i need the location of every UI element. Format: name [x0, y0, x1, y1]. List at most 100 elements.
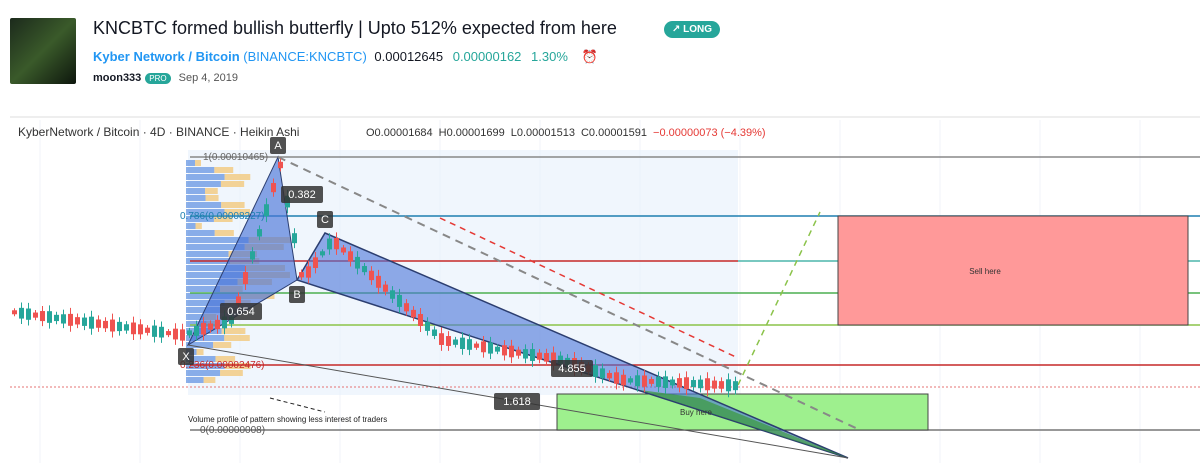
candle	[12, 310, 17, 315]
candle	[250, 251, 255, 260]
volume-bar	[186, 223, 196, 229]
candle	[376, 275, 381, 288]
volume-bar	[186, 377, 204, 383]
candle	[229, 316, 234, 324]
candle	[320, 251, 325, 256]
candle	[474, 343, 479, 348]
candle	[369, 270, 374, 281]
volume-bar	[224, 209, 251, 215]
change-percent: 1.30%	[531, 49, 568, 64]
idea-thumbnail[interactable]	[10, 18, 76, 84]
volume-bar	[186, 202, 222, 208]
candle	[264, 204, 269, 217]
volume-bar	[186, 279, 238, 285]
volume-bar	[205, 195, 219, 201]
candle	[68, 313, 73, 326]
volume-bar	[215, 356, 236, 362]
sell-label: Sell here	[969, 267, 1001, 276]
candle	[404, 303, 409, 312]
candle	[215, 319, 220, 330]
pattern-label: C	[321, 214, 329, 226]
author-row: moon333 PRO Sep 4, 2019	[93, 72, 238, 84]
ohlc-value: O0.00001684	[366, 127, 433, 139]
candle	[558, 355, 563, 364]
alert-icon[interactable]: ⏰	[581, 49, 598, 64]
candle	[89, 316, 94, 329]
volume-bar	[221, 328, 246, 334]
candle	[635, 375, 640, 387]
volume-bar	[186, 244, 245, 250]
candle	[131, 322, 136, 335]
candle	[614, 372, 619, 384]
volume-bar	[203, 377, 216, 383]
candle	[425, 321, 430, 331]
volume-bar	[213, 216, 233, 222]
volume-note: Volume profile of pattern showing less i…	[188, 415, 387, 424]
candle	[166, 331, 171, 336]
volume-bar	[220, 370, 243, 376]
candle	[222, 316, 227, 329]
symbol-name[interactable]: Kyber Network / Bitcoin	[93, 49, 240, 64]
candle	[663, 376, 668, 388]
candle	[152, 325, 157, 337]
candle	[75, 317, 80, 325]
candle	[19, 307, 24, 319]
label-box	[289, 286, 305, 303]
candle	[488, 342, 493, 354]
volume-bar	[224, 363, 251, 369]
candle	[530, 349, 535, 361]
volume-bar	[186, 167, 215, 173]
candle	[481, 341, 486, 353]
candle	[159, 326, 164, 338]
volume-bar	[221, 202, 245, 208]
volume-bar	[186, 286, 221, 292]
candle	[208, 323, 213, 330]
price: 0.00012645	[374, 49, 444, 64]
volume-bar	[186, 195, 206, 201]
pattern-label: B	[293, 289, 300, 301]
pattern-label: 1.618	[503, 396, 531, 408]
pattern-points: X A B C 0.382 0.654 4.855 1.618	[178, 137, 593, 410]
volume-bar	[205, 188, 218, 194]
fib-label: 0.236(0.00002476)	[180, 360, 265, 371]
author[interactable]: moon333	[93, 72, 142, 84]
candle	[656, 376, 661, 387]
volume-bar	[186, 188, 206, 194]
candle	[677, 378, 682, 388]
buy-label: Buy here	[680, 408, 713, 417]
candle	[698, 379, 703, 389]
candle	[383, 284, 388, 292]
candle	[54, 314, 59, 322]
volume-bar	[186, 300, 225, 306]
symbol-row: Kyber Network / Bitcoin (BINANCE:KNCBTC)…	[93, 49, 598, 65]
candle	[432, 329, 437, 336]
candle	[502, 345, 507, 356]
candle	[467, 339, 472, 350]
candle	[642, 375, 647, 387]
fib-label: 0.786(0.00008227)	[180, 211, 265, 222]
label-box	[317, 211, 333, 228]
candle	[439, 333, 444, 345]
exchange[interactable]: (BINANCE:KNCBTC)	[243, 49, 367, 64]
candle	[593, 365, 598, 377]
candle	[628, 378, 633, 383]
candle	[600, 368, 605, 379]
candle	[271, 183, 276, 193]
long-badge: ↗ LONG	[664, 21, 721, 38]
volume-bar	[186, 314, 205, 320]
candle	[313, 257, 318, 268]
sell-zone	[837, 215, 1189, 326]
candle	[201, 322, 206, 335]
idea-title: KNCBTC formed bullish butterfly | Upto 5…	[93, 18, 617, 38]
volume-bar	[196, 349, 204, 355]
candle	[726, 379, 731, 392]
candle	[509, 345, 514, 358]
note-arrow	[269, 397, 326, 413]
volume-bar	[186, 370, 221, 376]
candle	[180, 329, 185, 341]
label-box	[551, 360, 593, 377]
pattern-label: X	[182, 351, 190, 363]
candle	[453, 339, 458, 345]
